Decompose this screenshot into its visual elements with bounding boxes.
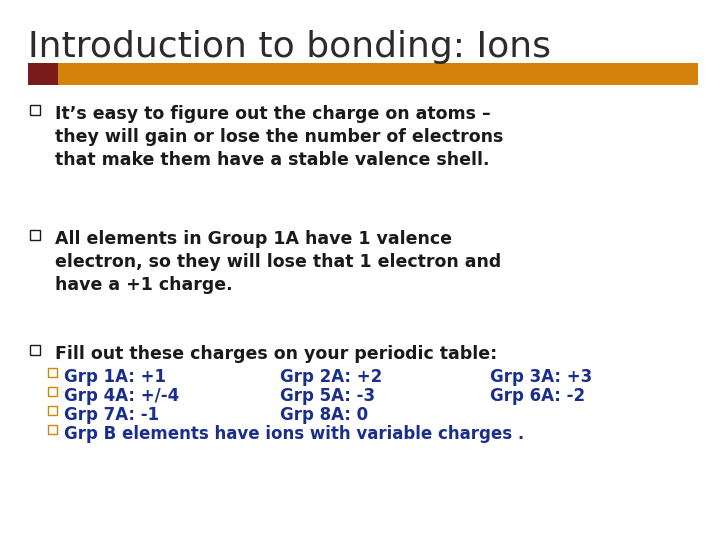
Bar (58, 63, 698, 85)
Text: Grp 1A: +1: Grp 1A: +1 (64, 368, 166, 386)
Bar (28, 63, 58, 85)
Text: Introduction to bonding: Ions: Introduction to bonding: Ions (28, 30, 551, 64)
Bar (30, 230, 40, 240)
Text: Grp 2A: +2: Grp 2A: +2 (280, 368, 382, 386)
Text: Fill out these charges on your periodic table:: Fill out these charges on your periodic … (55, 345, 498, 363)
Text: It’s easy to figure out the charge on atoms –
they will gain or lose the number : It’s easy to figure out the charge on at… (55, 105, 503, 169)
Text: Grp 3A: +3: Grp 3A: +3 (490, 368, 593, 386)
Text: Grp 6A: -2: Grp 6A: -2 (490, 387, 585, 405)
Text: Grp 8A: 0: Grp 8A: 0 (280, 406, 368, 424)
Bar (48, 406, 57, 415)
Bar (30, 105, 40, 115)
Bar (48, 368, 57, 377)
Bar (48, 425, 57, 434)
Text: Grp 7A: -1: Grp 7A: -1 (64, 406, 159, 424)
Text: All elements in Group 1A have 1 valence
electron, so they will lose that 1 elect: All elements in Group 1A have 1 valence … (55, 230, 501, 294)
Text: Grp 5A: -3: Grp 5A: -3 (280, 387, 375, 405)
Bar (30, 345, 40, 355)
Text: Grp 4A: +/-4: Grp 4A: +/-4 (64, 387, 179, 405)
Text: Grp B elements have ions with variable charges .: Grp B elements have ions with variable c… (64, 425, 524, 443)
Bar (48, 387, 57, 396)
